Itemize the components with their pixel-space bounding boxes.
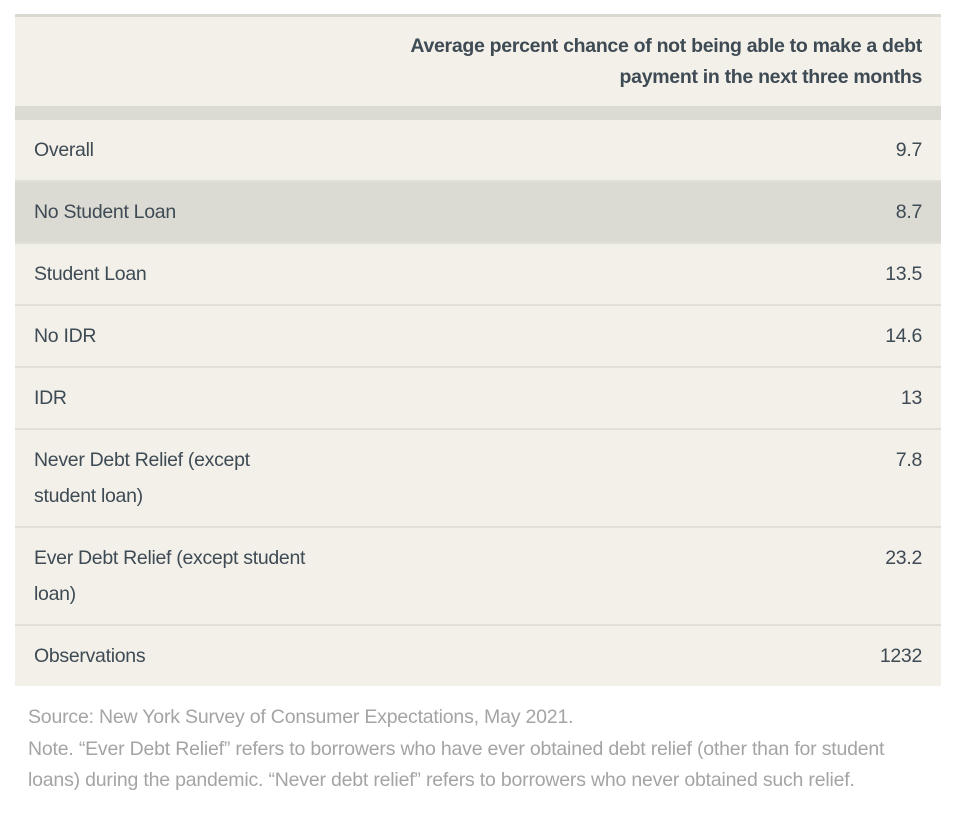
row-value: 1232 (879, 645, 922, 667)
figure: Average percent chance of not being able… (15, 14, 941, 797)
table-row: Ever Debt Relief (except student loan) 2… (15, 526, 941, 624)
row-label: Never Debt Relief (except student loan) (34, 449, 250, 507)
table-row: No IDR 14.6 (15, 304, 941, 366)
row-value: 9.7 (895, 139, 923, 161)
row-value: 8.7 (895, 201, 923, 223)
header-separator (15, 106, 941, 120)
row-value: 13 (900, 387, 922, 409)
row-label: Student Loan (34, 263, 147, 285)
row-label: Observations (34, 645, 146, 667)
debt-payment-table: Average percent chance of not being able… (15, 14, 941, 686)
row-label: No Student Loan (34, 201, 176, 223)
table-row: IDR 13 (15, 366, 941, 428)
table-row: Student Loan 13.5 (15, 242, 941, 304)
table-row: Observations 1232 (15, 624, 941, 686)
table-header-title: Average percent chance of not being able… (410, 35, 922, 88)
row-value: 13.5 (885, 263, 922, 285)
table-header: Average percent chance of not being able… (15, 17, 941, 106)
row-value: 23.2 (885, 547, 922, 569)
row-value: 7.8 (895, 449, 923, 471)
row-value: 14.6 (885, 325, 922, 347)
row-label: No IDR (34, 325, 97, 347)
row-label: Ever Debt Relief (except student loan) (34, 547, 306, 605)
table-row: Overall 9.7 (15, 120, 941, 180)
explanatory-note: Note. “Ever Debt Relief” refers to borro… (28, 737, 885, 792)
table-rows: Overall 9.7 No Student Loan 8.7 Student … (15, 120, 941, 686)
table-row: Never Debt Relief (except student loan) … (15, 428, 941, 526)
table-row: No Student Loan 8.7 (15, 180, 941, 242)
row-label: Overall (34, 139, 94, 161)
footnotes: Source: New York Survey of Consumer Expe… (28, 702, 927, 797)
row-label: IDR (34, 387, 67, 409)
source-note: Source: New York Survey of Consumer Expe… (28, 706, 574, 728)
